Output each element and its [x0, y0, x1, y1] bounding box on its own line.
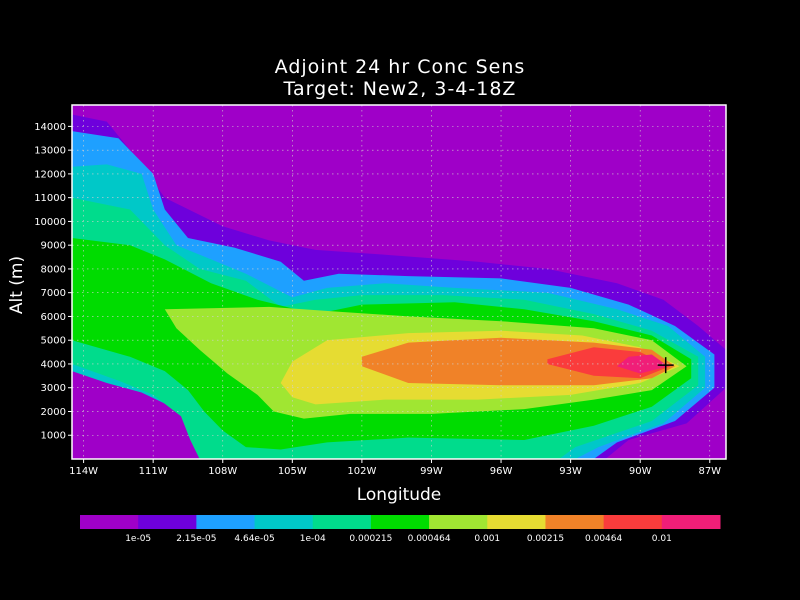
- colorbar-swatch: [661, 515, 721, 529]
- y-tick-label: 7000: [41, 288, 66, 299]
- x-tick-label: 105W: [278, 466, 307, 477]
- x-tick-label: 114W: [69, 466, 98, 477]
- colorbar-label: 0.00215: [527, 534, 564, 544]
- y-tick-label: 2000: [41, 407, 66, 418]
- colorbar-swatch: [80, 515, 139, 529]
- x-tick-label: 102W: [347, 466, 376, 477]
- chart-title: Adjoint 24 hr Conc Sens: [274, 56, 526, 78]
- colorbar-label: 2.15e-05: [176, 534, 216, 544]
- colorbar-swatch: [545, 515, 605, 529]
- colorbar-swatch: [603, 515, 663, 529]
- y-tick-label: 1000: [41, 431, 66, 442]
- y-axis-label: Alt (m): [7, 256, 27, 314]
- y-tick-label: 11000: [34, 193, 66, 204]
- y-tick-label: 6000: [41, 312, 66, 323]
- plot-frame: [71, 104, 727, 460]
- y-tick-label: 8000: [41, 264, 66, 275]
- colorbar-label: 4.64e-05: [234, 534, 274, 544]
- colorbar-swatch: [254, 515, 314, 529]
- y-tick-label: 10000: [34, 217, 66, 228]
- x-tick-label: 108W: [208, 466, 237, 477]
- colorbar-swatch: [487, 515, 546, 529]
- colorbar: 1e-05 2.15e-05 4.64e-05 1e-04 0.000215 0.0004…: [80, 515, 721, 544]
- colorbar-label: 0.000215: [349, 534, 392, 544]
- y-tick-label: 5000: [41, 336, 66, 347]
- colorbar-label: 1e-04: [300, 534, 326, 544]
- colorbar-swatch: [138, 515, 197, 529]
- x-axis-label: Longitude: [357, 485, 442, 505]
- x-tick-label: 111W: [139, 466, 168, 477]
- y-tick-label: 12000: [34, 169, 66, 180]
- chart-subtitle: Target: New2, 3-4-18Z: [283, 78, 517, 100]
- colorbar-label: 0.001: [474, 534, 500, 544]
- x-tick-label: 90W: [629, 466, 652, 477]
- x-tick-label: 87W: [698, 466, 721, 477]
- colorbar-swatch: [429, 515, 488, 529]
- y-tick-label: 4000: [41, 359, 66, 370]
- y-tick-label: 14000: [34, 122, 66, 133]
- y-tick-label: 13000: [34, 146, 66, 157]
- x-tick-label: 99W: [420, 466, 443, 477]
- colorbar-label: 1e-05: [125, 534, 151, 544]
- colorbar-swatch: [196, 515, 256, 529]
- colorbar-label: 0.01: [652, 534, 672, 544]
- colorbar-swatch: [312, 515, 372, 529]
- colorbar-swatch: [370, 515, 430, 529]
- x-tick-label: 96W: [490, 466, 513, 477]
- x-tick-label: 93W: [559, 466, 582, 477]
- y-tick-label: 3000: [41, 383, 66, 394]
- colorbar-label: 0.00464: [585, 534, 622, 544]
- y-tick-label: 9000: [41, 241, 66, 252]
- colorbar-label: 0.000464: [408, 534, 451, 544]
